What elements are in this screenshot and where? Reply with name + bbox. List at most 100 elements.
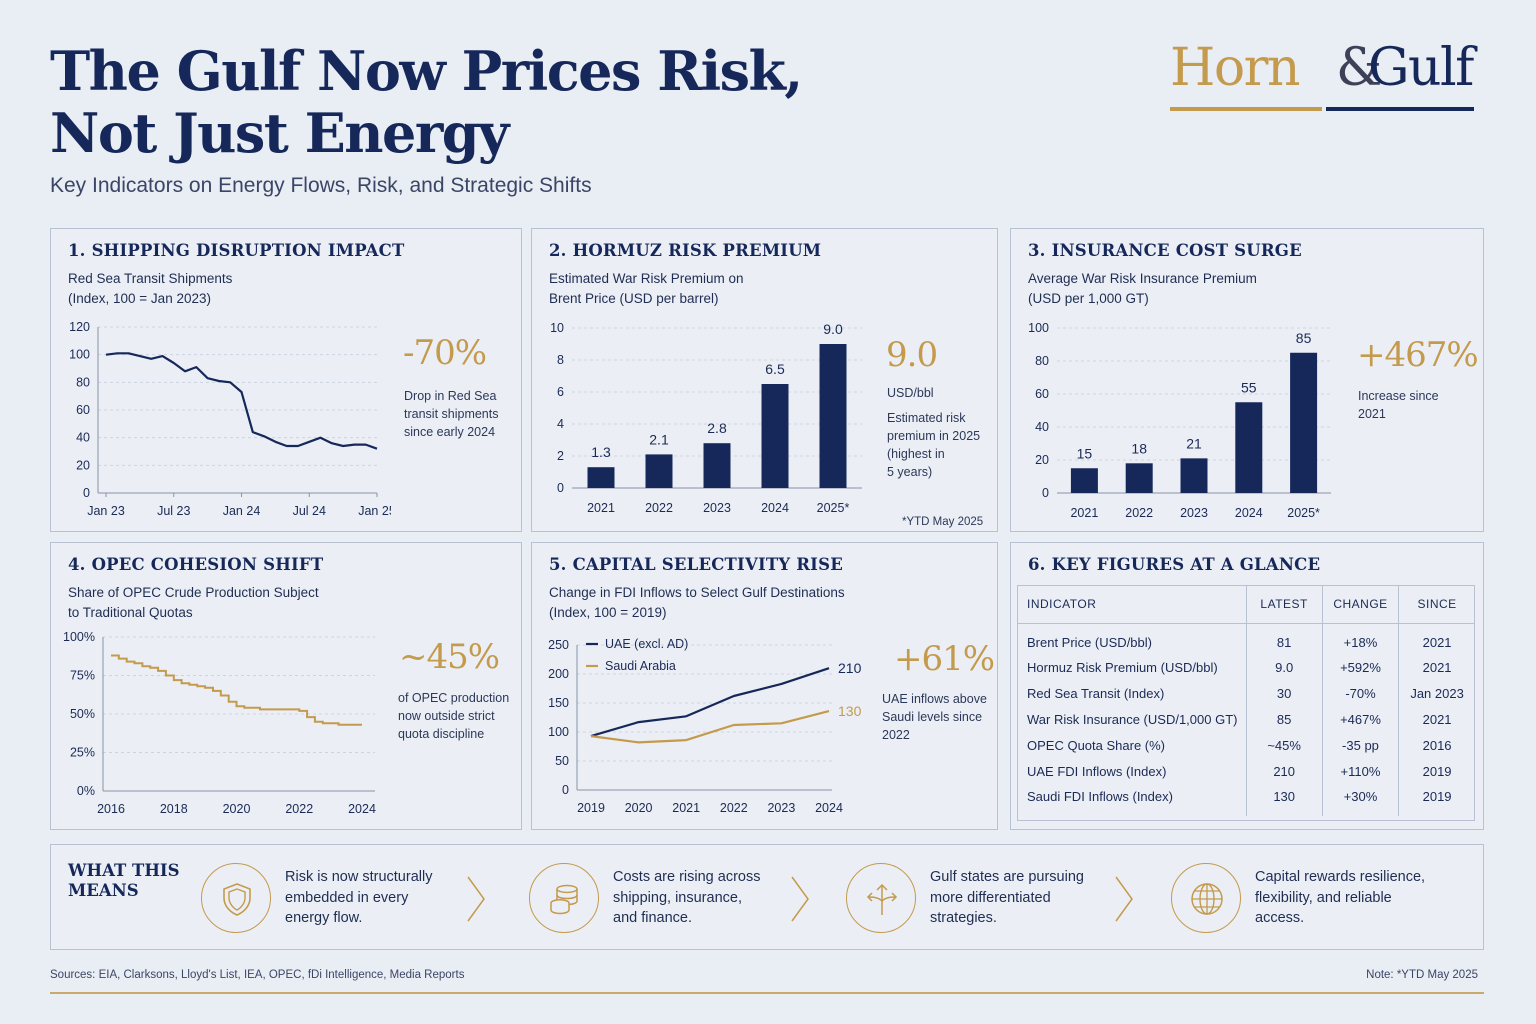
table-cell: 2021 — [1398, 706, 1475, 733]
y-tick-label: 100 — [548, 725, 569, 739]
panel-subtitle: Red Sea Transit Shipments (Index, 100 = … — [68, 269, 232, 309]
y-tick-label: 0 — [83, 486, 90, 500]
table-row: Brent Price (USD/bbl) 81 +18% 2021 — [1017, 623, 1475, 655]
means-line: shipping, insurance, — [613, 889, 742, 906]
y-tick-label: 80 — [1035, 354, 1049, 368]
table-cell: 2016 — [1398, 732, 1475, 759]
table-cell: OPEC Quota Share (%) — [1027, 737, 1165, 753]
bar — [761, 384, 789, 488]
means-line: more differentiated — [930, 889, 1051, 906]
note-line: since early 2024 — [404, 425, 496, 439]
y-tick-label: 60 — [1035, 387, 1049, 401]
logo-underline-gold — [1170, 107, 1322, 111]
table-cell: +467% — [1321, 706, 1399, 733]
panel-title: 1. SHIPPING DISRUPTION IMPACT — [68, 241, 405, 260]
bar — [1290, 352, 1318, 493]
means-line: flexibility, and reliable — [1255, 889, 1392, 906]
panel-subtitle: Share of OPEC Crude Production Subject t… — [68, 583, 319, 623]
highlight-value: +467% — [1357, 335, 1479, 375]
table-row: Hormuz Risk Premium (USD/bbl) 9.0 +592% … — [1017, 655, 1475, 681]
x-tick-label: 2021 — [587, 501, 615, 515]
note-line: 2022 — [882, 728, 910, 742]
y-tick-label: 20 — [1035, 453, 1049, 467]
highlight-note: of OPEC production now outside strict qu… — [398, 689, 509, 743]
table-cell: ~45% — [1245, 732, 1323, 759]
highlight-value: +61% — [894, 639, 995, 679]
footer-rule — [50, 992, 1484, 994]
x-tick-label: 2022 — [1125, 506, 1153, 520]
page-title: The Gulf Now Prices Risk, Not Just Energ… — [50, 40, 950, 164]
note-line: Saudi levels since — [882, 710, 983, 724]
x-tick-label: 2024 — [761, 501, 789, 515]
y-tick-label: 0 — [562, 783, 569, 797]
key-figures-table: INDICATOR LATEST CHANGE SINCE Brent Pric… — [1017, 585, 1475, 816]
note-line: UAE inflows above — [882, 692, 987, 706]
means-title-line: WHAT THIS — [68, 861, 180, 880]
table-cell: 30 — [1245, 680, 1323, 707]
table-cell: UAE FDI Inflows (Index) — [1027, 763, 1167, 779]
panel-capital-selectivity: 5. CAPITAL SELECTIVITY RISE Change in FD… — [531, 542, 998, 830]
insurance-bar-chart: 0 20 40 60 80 100 15 2021 18 2022 21 2023 55 2024 85 20… — [1028, 321, 1331, 520]
table-cell: 85 — [1245, 706, 1323, 733]
panel-title: 3. INSURANCE COST SURGE — [1028, 241, 1302, 260]
highlight-note: Estimated risk premium in 2025 (highest … — [887, 409, 980, 481]
panel-subtitle: Average War Risk Insurance Premium (USD … — [1028, 269, 1257, 309]
means-line: access. — [1255, 910, 1305, 926]
column-header: CHANGE — [1321, 585, 1399, 624]
x-tick-label: 2020 — [625, 801, 653, 815]
series-line — [105, 352, 378, 450]
column-header: LATEST — [1245, 585, 1323, 624]
table-row: War Risk Insurance (USD/1,000 GT) 85 +46… — [1017, 706, 1475, 733]
table-cell: 130 — [1245, 783, 1323, 816]
table-cell: 81 — [1245, 623, 1323, 655]
panel-insurance-cost: 3. INSURANCE COST SURGE Average War Risk… — [1010, 228, 1484, 532]
bar-value-label: 21 — [1186, 435, 1202, 451]
y-tick-label: 0 — [1042, 486, 1049, 500]
panel-title: 5. CAPITAL SELECTIVITY RISE — [549, 555, 843, 574]
fdi-line-chart: 0 50 100 150 200 250 210 UAE (excl. AD) 130 Saudi… — [548, 637, 862, 815]
subtitle-line: (Index, 100 = 2019) — [549, 605, 667, 620]
table-border — [1017, 585, 1475, 821]
y-tick-label: 10 — [550, 321, 564, 335]
series-line — [111, 654, 362, 726]
y-tick-label: 25% — [70, 746, 95, 760]
y-tick-label: 120 — [69, 320, 90, 334]
means-line: Costs are rising across — [613, 869, 761, 885]
y-tick-label: 8 — [557, 353, 564, 367]
table-cell: Red Sea Transit (Index) — [1027, 686, 1165, 702]
means-line: Gulf states are pursuing — [930, 869, 1084, 885]
note-line: Drop in Red Sea — [404, 389, 497, 403]
bar — [587, 467, 615, 488]
x-tick-label: 2024 — [348, 802, 376, 816]
table-cell: +18% — [1321, 623, 1399, 655]
subtitle-line: Change in FDI Inflows to Select Gulf Des… — [549, 585, 845, 600]
table-cell: Jan 2023 — [1398, 680, 1475, 707]
series-line — [590, 710, 830, 744]
panel-title: 4. OPEC COHESION SHIFT — [68, 555, 324, 574]
chevron-right-icon — [1115, 876, 1133, 922]
logo-word-gulf: Gulf — [1368, 38, 1474, 98]
x-tick-label: 2022 — [645, 501, 673, 515]
table-cell: +592% — [1321, 655, 1399, 681]
means-line: Capital rewards resilience, — [1255, 869, 1426, 885]
table-cell: 2021 — [1398, 655, 1475, 681]
note-line: 5 years) — [887, 465, 933, 479]
means-line: energy flow. — [285, 910, 363, 926]
x-tick-label: Jan 23 — [87, 504, 125, 518]
what-this-means-strip: WHAT THIS MEANS Risk is now structurally… — [50, 844, 1484, 950]
means-line: strategies. — [930, 910, 997, 926]
coins-icon — [529, 863, 599, 933]
x-tick-label: 2022 — [720, 801, 748, 815]
brand-logo: Horn & Gulf — [1170, 38, 1476, 118]
table-row: OPEC Quota Share (%) ~45% -35 pp 2016 — [1017, 732, 1475, 759]
panel-title: 6. KEY FIGURES AT A GLANCE — [1028, 555, 1321, 574]
x-tick-label: 2024 — [1235, 506, 1263, 520]
bar-value-label: 1.3 — [591, 444, 611, 460]
subtitle-line: (USD per 1,000 GT) — [1028, 291, 1149, 306]
table-cell: -70% — [1321, 680, 1399, 707]
y-tick-label: 200 — [548, 667, 569, 681]
x-tick-label: 2021 — [672, 801, 700, 815]
series-end-label: 130 — [838, 703, 862, 719]
panel-subtitle: Estimated War Risk Premium on Brent Pric… — [549, 269, 744, 309]
panel-hormuz-risk-premium: 2. HORMUZ RISK PREMIUM Estimated War Ris… — [531, 228, 998, 532]
